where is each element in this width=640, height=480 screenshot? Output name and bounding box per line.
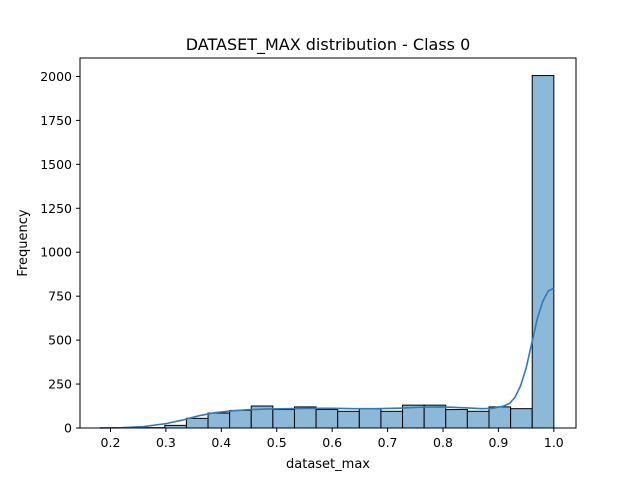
x-tick-label: 0.9 (488, 435, 508, 450)
histogram-bar-18 (488, 406, 512, 429)
y-tick-label: 250 (48, 377, 72, 392)
histogram-bar-16 (445, 409, 468, 429)
y-tick-label: 1750 (40, 113, 72, 128)
y-axis-ticks: 0 250 500 750 1000 1250 1500 1750 2000 (40, 69, 80, 436)
y-tick-label: 2000 (40, 69, 72, 84)
histogram-bar-19 (510, 408, 533, 429)
histogram-bar-12 (358, 408, 382, 429)
histogram-bars (99, 75, 555, 429)
kde-curve (99, 287, 555, 429)
histogram-bar-8 (272, 409, 295, 429)
plot-frame (79, 57, 577, 429)
y-tick-label: 500 (48, 333, 72, 348)
y-tick-label: 0 (64, 421, 72, 436)
x-tick-label: 0.5 (267, 435, 287, 450)
x-axis-ticks: 0.2 0.3 0.4 0.5 0.6 0.7 0.8 0.9 1.0 (101, 428, 564, 450)
histogram-bar-4 (185, 417, 209, 429)
histogram-bar-11 (337, 410, 360, 429)
histogram-bar-5 (207, 412, 231, 429)
x-tick-label: 0.6 (322, 435, 342, 450)
histogram-bar-6 (229, 409, 252, 429)
y-axis-label: Frequency (16, 209, 31, 276)
x-axis-label: dataset_max (286, 457, 370, 472)
y-tick-label: 1500 (40, 157, 72, 172)
y-tick-label: 1000 (40, 245, 72, 260)
histogram-bar-9 (293, 406, 317, 429)
histogram-bar-13 (380, 410, 404, 429)
x-tick-label: 1.0 (544, 435, 564, 450)
histogram-bar-17 (466, 410, 490, 429)
y-tick-label: 750 (48, 289, 72, 304)
x-tick-label: 0.4 (211, 435, 231, 450)
x-tick-label: 0.8 (433, 435, 453, 450)
x-tick-label: 0.2 (101, 435, 121, 450)
x-tick-label: 0.7 (378, 435, 398, 450)
histogram-bar-10 (315, 409, 339, 429)
histogram-bar-20 (531, 75, 555, 429)
x-tick-label: 0.3 (156, 435, 176, 450)
histogram-bar-15 (423, 404, 447, 429)
y-tick-label: 1250 (40, 201, 72, 216)
chart-title: DATASET_MAX distribution - Class 0 (186, 35, 471, 55)
